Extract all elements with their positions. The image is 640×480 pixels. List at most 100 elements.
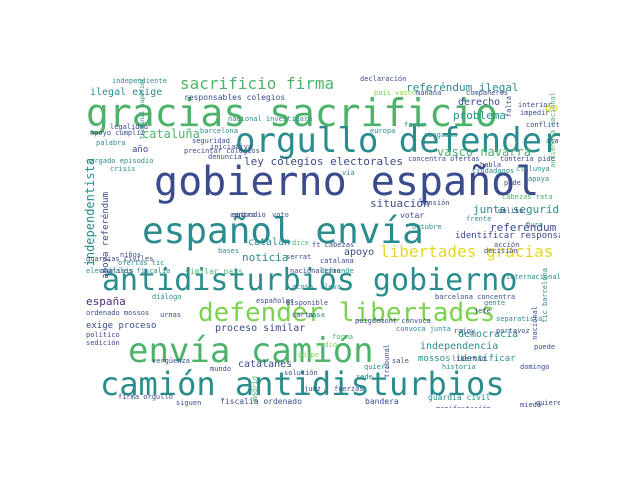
word: legalidad	[110, 123, 148, 131]
word: envía camión	[128, 331, 374, 371]
word: sacrificio firma	[180, 74, 335, 93]
word: problema	[453, 109, 506, 122]
word: juez	[304, 385, 321, 393]
word: vasco navarra	[437, 145, 531, 159]
word: mundo	[210, 365, 232, 373]
word: identificar responsables	[455, 231, 560, 241]
word: miedo	[520, 401, 542, 409]
word: cataluña	[142, 127, 200, 141]
word: interior	[518, 101, 552, 109]
word: siguen	[176, 399, 202, 407]
word: catalán	[248, 237, 291, 248]
word: iniciativa	[210, 143, 253, 151]
word: año	[132, 145, 149, 155]
word: apoya	[528, 175, 550, 183]
word: sale	[392, 357, 409, 365]
word: portavoz	[496, 327, 530, 335]
word: decisión	[484, 247, 518, 255]
word: votar	[400, 211, 425, 220]
word: crisis	[110, 165, 136, 173]
word: mañana	[416, 89, 442, 97]
word: apoyo	[344, 247, 375, 258]
word: frente	[466, 215, 492, 223]
word: voto	[272, 211, 289, 219]
word: tensión	[420, 199, 450, 207]
word: episodio	[232, 211, 266, 219]
word: favor	[404, 121, 426, 129]
word: catalana	[320, 257, 354, 265]
word: gracias sacrificio	[86, 91, 498, 135]
word: mossos identificar	[418, 354, 516, 364]
word: precintar colegios	[184, 147, 260, 155]
word: golpe	[298, 351, 320, 359]
word: centro	[230, 211, 256, 219]
word: falta	[505, 96, 513, 118]
word: conflicto	[526, 121, 560, 129]
word: separatista	[496, 315, 543, 323]
word: tic barcelona	[541, 268, 549, 323]
word: independencia	[420, 341, 499, 352]
word: abogados	[424, 131, 458, 139]
word: libertades gracias	[380, 242, 554, 261]
word: seguridad	[192, 137, 230, 145]
word: derecho	[458, 97, 501, 108]
word: sede	[356, 373, 373, 381]
word: ft cabezas	[312, 241, 355, 249]
word: cabezas rata	[502, 193, 553, 201]
word: audiencia nacional	[549, 92, 557, 168]
word: vía	[342, 169, 355, 177]
word: dice	[292, 239, 309, 247]
word: acción	[494, 241, 520, 249]
word: español envía	[142, 211, 424, 252]
word: forma	[332, 333, 354, 341]
word: antidisturbios gobierno	[102, 263, 518, 298]
word: quieren	[536, 399, 560, 407]
word: niños	[120, 251, 142, 259]
word: delito	[498, 207, 524, 215]
word: político	[86, 331, 120, 339]
word: defiende	[320, 267, 354, 275]
word: tontería pide	[500, 155, 555, 163]
word: habla	[480, 161, 502, 169]
word: proceso similar	[215, 323, 306, 334]
word: disponible	[286, 299, 329, 307]
word: lleva	[320, 283, 342, 291]
word: barcelona concentra	[435, 293, 516, 301]
word: ley colegios electorales	[244, 155, 403, 168]
word: ciudadanos	[472, 167, 515, 175]
word: octubre	[412, 223, 442, 231]
word: catalanes	[238, 359, 293, 370]
word: declaración	[360, 75, 407, 83]
word: puede	[534, 343, 556, 351]
word: jefe	[474, 307, 491, 315]
word: gente	[484, 299, 506, 307]
word: defender libertades	[198, 298, 496, 328]
word: pasa	[308, 311, 325, 319]
word: país vasco	[374, 89, 417, 97]
word: camión antidisturbios	[100, 365, 505, 403]
word: ata	[546, 137, 559, 145]
word: independiente	[112, 77, 167, 85]
word: fuerzas	[334, 385, 364, 393]
word: palabra	[96, 139, 126, 147]
word: electorales fiscalía	[86, 267, 171, 275]
word: solución	[284, 369, 318, 377]
word: responsables colegios	[184, 93, 286, 102]
word: ordenado mossos	[86, 309, 150, 317]
word: junta seguridad	[473, 203, 560, 216]
word: ofertas tic	[118, 259, 165, 267]
word: convoca junta	[396, 325, 451, 333]
word: tribunal	[383, 344, 391, 378]
word: ctalunya	[516, 165, 550, 173]
word: historia	[442, 363, 476, 371]
word: españa	[86, 295, 126, 308]
word: puigdemont convoca	[355, 317, 431, 325]
word: quiero	[364, 363, 390, 371]
word: fiscalía ordenado	[220, 397, 302, 406]
word: urnas	[160, 311, 182, 319]
word: noticia	[242, 251, 289, 264]
word: nacional	[531, 306, 539, 340]
word: guardias civiles	[86, 255, 154, 263]
word: apoyo cumplir	[90, 129, 145, 137]
word: policía	[545, 101, 560, 114]
